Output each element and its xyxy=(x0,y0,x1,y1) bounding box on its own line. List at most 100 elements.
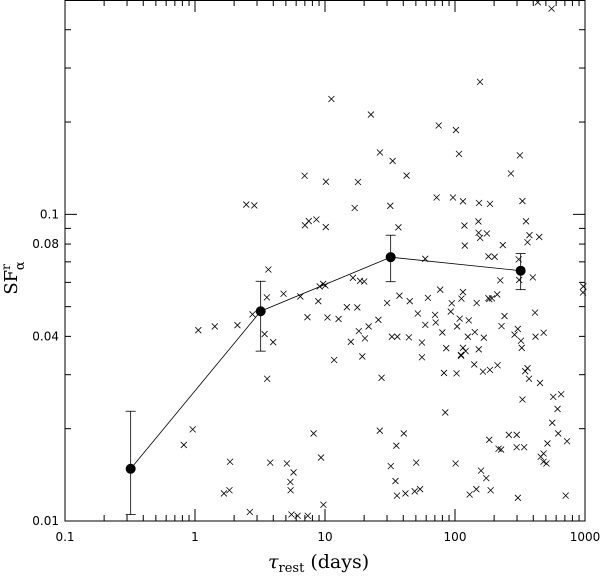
scatter-point xyxy=(263,294,271,301)
scatter-point xyxy=(562,492,569,499)
x-tick-label: 1 xyxy=(191,530,199,544)
y-axis-label-superscript: r xyxy=(0,264,13,270)
scatter-point xyxy=(477,467,485,474)
binned-point xyxy=(125,463,136,474)
y-tick-label: 0.08 xyxy=(32,237,59,251)
scatter-point xyxy=(501,312,508,320)
scatter-point xyxy=(406,297,414,305)
scatter-point xyxy=(452,126,460,134)
scatter-point xyxy=(520,443,528,451)
scatter-point xyxy=(461,222,468,229)
scatter-point xyxy=(485,436,493,444)
scatter-point xyxy=(475,229,482,237)
scatter-point xyxy=(261,330,268,338)
scatter-point xyxy=(376,427,384,434)
x-axis-label-symbol: τ xyxy=(268,551,279,573)
scatter-point xyxy=(459,198,467,205)
scatter-point xyxy=(378,374,385,382)
scatter-point xyxy=(414,310,422,317)
scatter-point xyxy=(294,512,301,520)
scatter-point xyxy=(297,293,304,300)
scatter-point xyxy=(383,299,391,307)
scatter-point xyxy=(465,317,473,324)
scatter-point xyxy=(483,474,490,482)
scatter-point xyxy=(557,390,565,398)
scatter-point xyxy=(266,459,274,466)
scatter-point xyxy=(389,157,396,165)
scatter-point xyxy=(470,361,478,368)
y-tick-label: 0.01 xyxy=(32,514,59,528)
scatter-point xyxy=(360,278,368,285)
scatter-point xyxy=(515,276,523,284)
x-tick-label: 1000 xyxy=(570,530,600,544)
scatter-point xyxy=(226,486,233,494)
scatter-point xyxy=(475,346,483,353)
y-tick-label: 0.1 xyxy=(40,207,59,221)
binned-point xyxy=(515,265,526,276)
scatter-point xyxy=(180,441,188,449)
scatter-point xyxy=(322,223,330,231)
scatter-point xyxy=(376,149,384,156)
scatter-point xyxy=(283,460,291,467)
scatter-point xyxy=(456,315,463,322)
scatter-point xyxy=(388,333,396,340)
scatter-point xyxy=(246,508,254,516)
scatter-point xyxy=(315,297,322,305)
scatter-point xyxy=(402,490,409,497)
scatter-point xyxy=(476,78,484,86)
scatter-point xyxy=(251,202,258,209)
scatter-point xyxy=(513,443,520,451)
scatter-point xyxy=(405,334,413,341)
scatter-point xyxy=(395,224,402,231)
scatter-point xyxy=(488,295,496,302)
scatter-point xyxy=(310,430,317,437)
scatter-point xyxy=(494,361,501,369)
scatter-point xyxy=(521,367,529,375)
scatter-point xyxy=(548,419,556,427)
scatter-point xyxy=(287,478,294,486)
scatter-point xyxy=(549,393,557,401)
scatter-points-layer xyxy=(180,0,587,520)
scatter-point xyxy=(343,303,351,311)
x-tick-label: 0.1 xyxy=(55,530,74,544)
x-tick-label: 10 xyxy=(317,530,332,544)
scatter-point xyxy=(249,311,256,318)
y-axis-label-subscript: α xyxy=(13,261,28,270)
scatter-point xyxy=(554,405,561,413)
scatter-point xyxy=(354,304,361,311)
scatter-point xyxy=(330,356,338,364)
scatter-point xyxy=(531,309,539,316)
scatter-point xyxy=(516,152,524,159)
scatter-point xyxy=(485,253,492,260)
scatter-point xyxy=(535,233,543,241)
scatter-point xyxy=(524,238,531,246)
scatter-point xyxy=(441,409,449,416)
scatter-point xyxy=(524,364,531,372)
scatter-point xyxy=(495,445,502,453)
scatter-point xyxy=(548,5,555,12)
axes-layer: 0.1 1 10 100 1000 0.01 0.04 0.08 0.1 xyxy=(32,0,600,544)
scatter-point xyxy=(466,491,473,498)
scatter-point xyxy=(511,331,518,339)
scatter-point xyxy=(455,150,463,158)
x-axis-label-units: (days) xyxy=(310,551,369,573)
scatter-point xyxy=(540,458,547,466)
scatter-point xyxy=(525,375,533,383)
scatter-point xyxy=(347,338,355,346)
scatter-point xyxy=(365,323,372,330)
scatter-point xyxy=(462,347,469,355)
x-tick-label: 100 xyxy=(444,530,467,544)
scatter-point xyxy=(355,327,363,335)
scatter-point xyxy=(447,308,455,315)
scatter-point xyxy=(305,217,313,225)
scatter-point xyxy=(514,325,522,333)
scatter-point xyxy=(493,291,501,298)
scatter-point xyxy=(393,492,401,499)
scatter-point xyxy=(480,334,488,341)
scatter-point xyxy=(416,485,424,493)
scatter-point xyxy=(226,458,234,466)
scatter-point xyxy=(514,494,522,502)
scatter-point xyxy=(544,440,551,447)
scatter-point xyxy=(400,430,408,437)
scatter-point xyxy=(411,487,418,495)
